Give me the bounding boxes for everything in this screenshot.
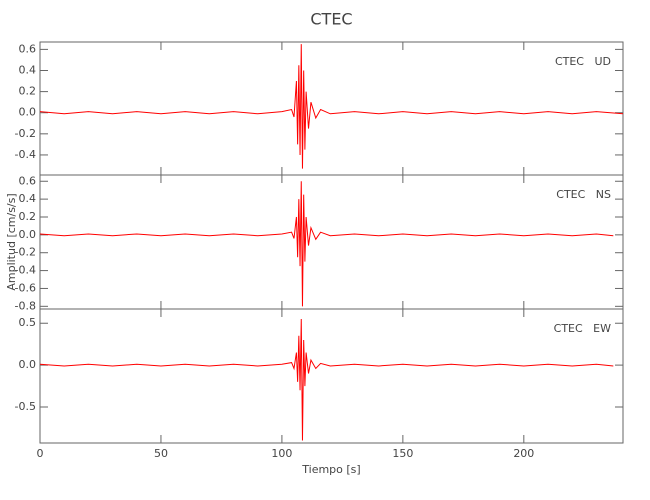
x-tick-label: 200 xyxy=(513,447,534,460)
panel-frame xyxy=(39,308,624,444)
x-tick-label: 50 xyxy=(154,447,168,460)
waveform xyxy=(39,44,624,169)
x-tick-label: 100 xyxy=(271,447,292,460)
x-tick-label: 0 xyxy=(37,447,44,460)
y-tick-label: -0.4 xyxy=(15,148,36,161)
waveform xyxy=(39,319,614,441)
x-tick-label: 150 xyxy=(392,447,413,460)
y-tick-label: 0.6 xyxy=(19,42,37,55)
y-tick-label: 0.2 xyxy=(19,210,37,223)
y-tick-label: 0.0 xyxy=(19,358,37,371)
x-axis-label: Tiempo [s] xyxy=(301,463,360,476)
y-tick-label: 0.5 xyxy=(19,316,37,329)
channel-label: CTEC UD xyxy=(555,55,611,68)
y-tick-label: 0.4 xyxy=(19,64,37,77)
y-tick-label: 0.2 xyxy=(19,85,37,98)
y-tick-label: -0.4 xyxy=(15,264,36,277)
y-axis-label: Amplitud [cm/s/s] xyxy=(5,193,18,290)
y-tick-label: 0.0 xyxy=(19,106,37,119)
y-tick-label: -0.8 xyxy=(15,299,36,312)
channel-label: CTEC EW xyxy=(554,322,611,335)
y-tick-label: 0.6 xyxy=(19,174,37,187)
y-tick-label: 0.0 xyxy=(19,228,37,241)
waveform xyxy=(39,181,614,307)
panel-frame xyxy=(39,174,624,310)
channel-label: CTEC NS xyxy=(556,188,611,201)
y-tick-label: -0.6 xyxy=(15,281,36,294)
y-tick-label: -0.5 xyxy=(15,400,36,413)
y-tick-label: -0.2 xyxy=(15,246,36,259)
chart-title: CTEC xyxy=(310,10,352,29)
y-tick-label: -0.2 xyxy=(15,127,36,140)
y-tick-label: 0.4 xyxy=(19,192,37,205)
panel-frame xyxy=(39,41,624,176)
